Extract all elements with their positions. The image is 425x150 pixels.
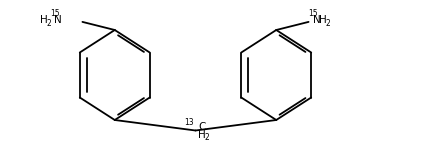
Text: 15: 15 [50, 9, 60, 18]
Text: 15: 15 [309, 9, 318, 18]
Text: H: H [319, 15, 327, 25]
Text: 2: 2 [46, 19, 51, 28]
Text: 13: 13 [184, 118, 193, 127]
Text: C: C [198, 123, 206, 132]
Text: N: N [54, 15, 62, 25]
Text: H: H [40, 15, 48, 25]
Text: 2: 2 [205, 134, 210, 142]
Text: N: N [313, 15, 320, 25]
Text: 2: 2 [326, 19, 330, 28]
Text: H: H [198, 130, 206, 140]
